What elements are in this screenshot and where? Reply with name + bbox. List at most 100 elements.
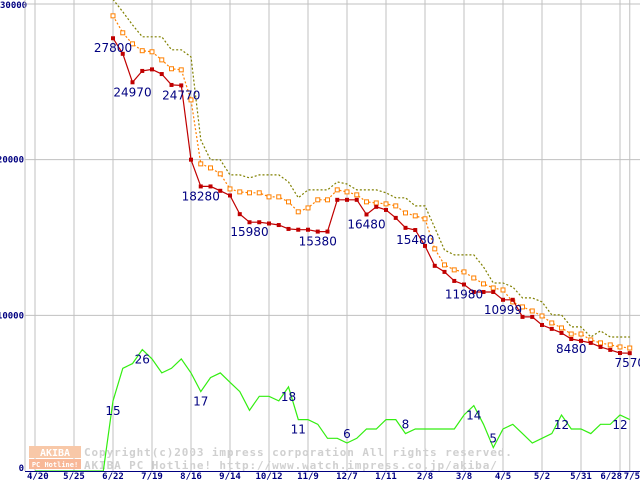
data-point (179, 83, 184, 88)
data-point (422, 216, 428, 222)
series-line-shop-count (35, 348, 631, 472)
data-point (452, 278, 457, 283)
data-point (140, 68, 145, 73)
x-tick-label: 4/5 (495, 472, 511, 480)
data-point (529, 308, 535, 314)
data-point (354, 192, 360, 198)
data-point (569, 336, 574, 341)
logo-top-text: AKIBA (40, 448, 70, 459)
data-label: 7570 (614, 356, 640, 370)
site-url-text: AKIBA PC Hotline! http://www.watch.impre… (84, 459, 498, 472)
data-point (549, 326, 554, 331)
data-point (354, 197, 359, 202)
data-label: 15 (105, 404, 120, 418)
data-point (442, 262, 447, 268)
data-point (325, 229, 330, 234)
data-label: 17 (193, 395, 208, 409)
data-point (608, 347, 613, 352)
data-point (627, 345, 633, 351)
data-point (198, 184, 203, 189)
data-point (442, 269, 447, 274)
logo-block-bottom (29, 459, 81, 469)
data-label: 8480 (556, 342, 587, 356)
data-point (228, 193, 232, 198)
x-tick-label: 3/8 (456, 472, 472, 480)
data-point (568, 331, 574, 337)
data-point (588, 340, 593, 345)
data-point (120, 51, 125, 56)
data-point (296, 227, 301, 232)
data-point (237, 212, 242, 217)
data-point (315, 229, 320, 234)
data-label: 15980 (230, 225, 268, 239)
data-point (306, 227, 310, 232)
data-point (413, 228, 418, 233)
data-point (462, 282, 466, 287)
data-label: 16480 (347, 217, 385, 231)
data-label: 12 (612, 418, 627, 432)
data-point (578, 331, 584, 337)
data-point (286, 226, 291, 231)
data-label: 11980 (445, 288, 483, 302)
data-label: 5 (489, 432, 497, 446)
data-label: 12 (554, 418, 569, 432)
x-tick-label: 7/19 (141, 472, 163, 480)
data-point (520, 314, 525, 319)
data-label: 15380 (299, 235, 337, 249)
x-tick-label: 11/9 (297, 472, 319, 480)
watermark: AKIBA PC Hotline! Copyright(c)2003 impre… (29, 446, 512, 472)
y-tick-label: 30000 (0, 1, 27, 11)
data-point (510, 297, 515, 302)
y-tick-label: 20000 (0, 156, 24, 166)
data-point (169, 82, 174, 87)
data-point (500, 287, 506, 293)
data-point (520, 304, 525, 310)
x-tick-label: 5/2 (534, 472, 550, 480)
x-tick-label: 7/5 (624, 472, 640, 480)
data-point (393, 215, 398, 220)
data-label: 27800 (94, 41, 132, 55)
data-point (490, 285, 496, 291)
data-point (481, 289, 486, 294)
data-point (159, 57, 165, 63)
data-point (432, 246, 438, 252)
series-line-upper (112, 0, 630, 338)
x-tick-label: 6/28 (600, 472, 622, 480)
data-point (344, 189, 350, 195)
x-tick-label: 2/8 (417, 472, 433, 480)
series-layer (35, 0, 633, 472)
data-point (423, 243, 427, 248)
data-label: 18280 (182, 189, 220, 203)
data-label: 8 (402, 418, 410, 432)
data-point (598, 340, 603, 346)
data-point (169, 66, 174, 72)
x-tick-label: 12/7 (336, 472, 358, 480)
data-point (335, 197, 340, 202)
data-point (111, 36, 115, 41)
data-point (227, 186, 233, 192)
data-point (432, 263, 437, 268)
data-point (247, 190, 252, 196)
data-point (256, 190, 262, 196)
y-tick-label: 0 (19, 464, 24, 474)
data-point (393, 203, 399, 209)
data-point (384, 207, 388, 212)
data-point (540, 322, 544, 327)
data-point (237, 189, 243, 195)
data-point (276, 194, 282, 200)
data-point (178, 67, 184, 73)
data-point (150, 67, 154, 72)
data-label: 6 (343, 427, 351, 441)
data-point (208, 165, 213, 171)
data-point (451, 267, 457, 273)
data-point (159, 72, 164, 77)
data-label: 26 (135, 353, 150, 367)
grid (25, 0, 640, 471)
x-tick-label: 4/20 (27, 472, 49, 480)
x-tick-label: 8/16 (180, 472, 202, 480)
data-point (257, 220, 262, 225)
data-point (461, 269, 467, 275)
data-point (267, 221, 271, 226)
y-tick-label: 10000 (0, 311, 24, 321)
